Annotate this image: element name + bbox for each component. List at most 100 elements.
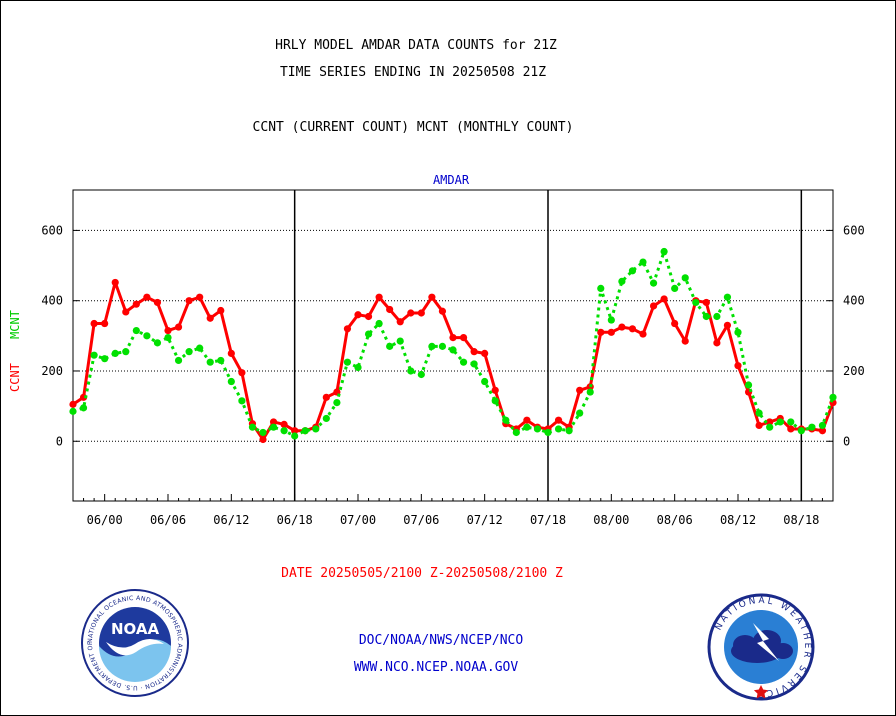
data-point-mcnt <box>396 337 404 345</box>
data-point-mcnt <box>312 425 320 433</box>
data-point-ccnt <box>491 386 499 394</box>
data-point-mcnt <box>417 370 425 379</box>
data-point-ccnt <box>554 416 563 424</box>
data-point-ccnt <box>174 323 183 331</box>
data-point-mcnt <box>132 326 140 335</box>
data-point-mcnt <box>628 267 637 275</box>
data-point-mcnt <box>459 358 468 366</box>
y-tick-label-right: 0 <box>843 434 850 448</box>
data-point-ccnt <box>364 312 373 321</box>
data-point-ccnt <box>723 321 732 329</box>
data-point-mcnt <box>301 427 309 435</box>
data-point-ccnt <box>153 298 162 307</box>
y-tick-label-left: 0 <box>56 434 63 448</box>
data-point-ccnt <box>459 333 468 342</box>
data-point-mcnt <box>449 346 457 354</box>
data-point-mcnt <box>386 342 394 350</box>
data-point-ccnt <box>206 314 214 322</box>
data-point-mcnt <box>734 328 742 336</box>
y-tick-label-left: 600 <box>41 223 63 237</box>
y-tick-label-left: 200 <box>41 364 63 378</box>
data-point-mcnt <box>766 423 774 431</box>
data-point-mcnt <box>649 279 658 287</box>
data-point-mcnt <box>322 414 330 423</box>
data-point-mcnt <box>618 277 626 285</box>
data-point-ccnt <box>227 349 235 358</box>
data-point-ccnt <box>671 319 679 328</box>
data-point-mcnt <box>533 425 542 433</box>
axis-ticks <box>73 229 833 501</box>
data-point-mcnt <box>407 367 415 375</box>
data-point-ccnt <box>143 293 151 301</box>
data-point-mcnt <box>174 356 183 365</box>
data-point-mcnt <box>755 409 763 417</box>
data-point-ccnt <box>164 326 172 335</box>
y-label-mcnt: MCNT <box>8 310 22 339</box>
data-point-mcnt <box>776 418 784 426</box>
data-point-mcnt <box>713 312 721 321</box>
footer-url[interactable]: WWW.NCO.NCEP.NOAA.GOV <box>353 660 519 675</box>
x-tick-label: 08/12 <box>720 513 756 527</box>
data-point-mcnt <box>723 293 732 301</box>
data-point-mcnt <box>544 428 552 437</box>
data-point-ccnt <box>470 348 478 356</box>
lightning-icon <box>753 623 779 661</box>
data-point-ccnt <box>607 328 615 336</box>
x-tick-label: 08/18 <box>783 513 819 527</box>
x-tick-label: 06/12 <box>213 513 249 527</box>
data-point-mcnt <box>692 298 700 307</box>
data-point-mcnt <box>671 284 679 292</box>
data-point-mcnt <box>238 397 246 405</box>
data-point-mcnt <box>660 247 668 256</box>
data-point-ccnt <box>734 362 742 370</box>
data-point-mcnt <box>291 432 299 440</box>
data-point-mcnt <box>364 330 373 338</box>
data-point-mcnt <box>438 342 447 350</box>
data-point-ccnt <box>291 427 299 435</box>
data-point-ccnt <box>354 311 362 319</box>
data-point-mcnt <box>512 428 520 437</box>
data-point-ccnt <box>713 339 721 347</box>
data-point-mcnt <box>565 427 573 435</box>
data-point-ccnt <box>132 300 140 308</box>
data-point-mcnt <box>428 342 436 350</box>
x-tick-label: 06/00 <box>87 513 123 527</box>
data-point-ccnt <box>90 319 98 328</box>
data-point-ccnt <box>375 293 383 301</box>
data-point-mcnt <box>90 351 98 359</box>
data-point-ccnt <box>122 308 130 316</box>
chart-title: AMDAR <box>433 173 470 187</box>
data-point-mcnt <box>79 404 88 412</box>
data-point-mcnt <box>829 393 837 401</box>
footer-org: DOC/NOAA/NWS/NCEP/NCO <box>358 633 524 648</box>
data-point-ccnt <box>386 305 394 314</box>
data-point-mcnt <box>248 423 257 431</box>
data-point-mcnt <box>69 407 77 415</box>
data-point-mcnt <box>280 427 288 435</box>
x-tick-label: 07/12 <box>467 513 503 527</box>
data-point-mcnt <box>808 423 816 431</box>
data-point-mcnt <box>586 388 594 396</box>
data-point-ccnt <box>649 302 658 310</box>
data-point-mcnt <box>143 332 151 340</box>
data-point-ccnt <box>618 323 626 331</box>
data-point-mcnt <box>607 316 615 324</box>
x-tick-label: 07/06 <box>403 513 439 527</box>
data-point-ccnt <box>660 295 668 303</box>
data-point-mcnt <box>354 363 362 372</box>
data-point-ccnt <box>259 435 267 444</box>
data-point-mcnt <box>576 409 584 417</box>
data-point-ccnt <box>628 325 637 333</box>
data-point-mcnt <box>523 423 531 431</box>
x-tick-label: 07/00 <box>340 513 376 527</box>
data-point-mcnt <box>227 377 235 386</box>
data-point-ccnt <box>238 369 246 377</box>
data-point-mcnt <box>185 348 193 356</box>
data-point-mcnt <box>196 344 204 352</box>
data-point-mcnt <box>343 358 352 366</box>
noaa-logo: NATIONAL OCEANIC AND ATMOSPHERIC ADMINIS… <box>80 588 189 697</box>
data-point-mcnt <box>491 397 499 405</box>
data-point-ccnt <box>766 418 774 426</box>
data-point-mcnt <box>375 319 383 328</box>
